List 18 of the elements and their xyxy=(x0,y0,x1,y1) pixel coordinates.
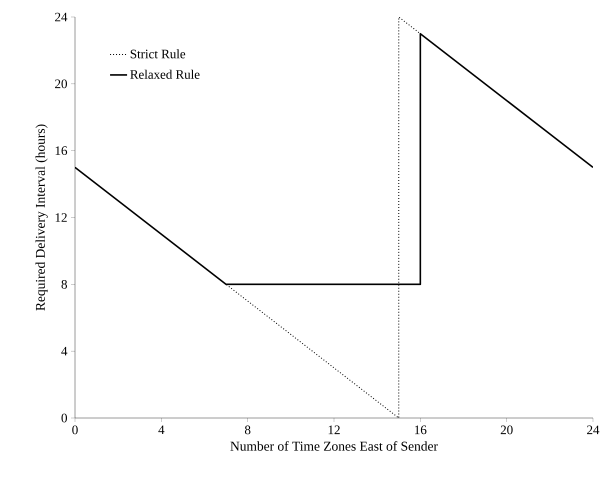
x-tick-label: 12 xyxy=(328,426,340,434)
y-tick-label: 20 xyxy=(55,79,67,88)
x-tick-label: 8 xyxy=(244,426,250,434)
y-tick-label: 24 xyxy=(55,12,68,22)
x-tick-label: 20 xyxy=(500,426,513,434)
y-tick-label: 4 xyxy=(61,346,68,356)
y-tick-label: 0 xyxy=(62,414,67,422)
legend-label: Relaxed Rule xyxy=(130,70,200,79)
x-tick-label: 24 xyxy=(587,426,600,434)
x-axis-title: Number of Time Zones East of Sender xyxy=(230,441,438,451)
y-tick-label: 8 xyxy=(62,280,67,289)
y-tick-label: 12 xyxy=(56,213,67,222)
x-tick-label: 0 xyxy=(72,426,78,434)
legend-label: Strict Rule xyxy=(130,49,186,58)
y-axis-title: Required Delivery Interval (hours) xyxy=(35,124,48,311)
y-tick-label: 16 xyxy=(56,146,68,156)
x-tick-label: 4 xyxy=(158,426,164,434)
x-tick-label: 16 xyxy=(415,426,426,434)
